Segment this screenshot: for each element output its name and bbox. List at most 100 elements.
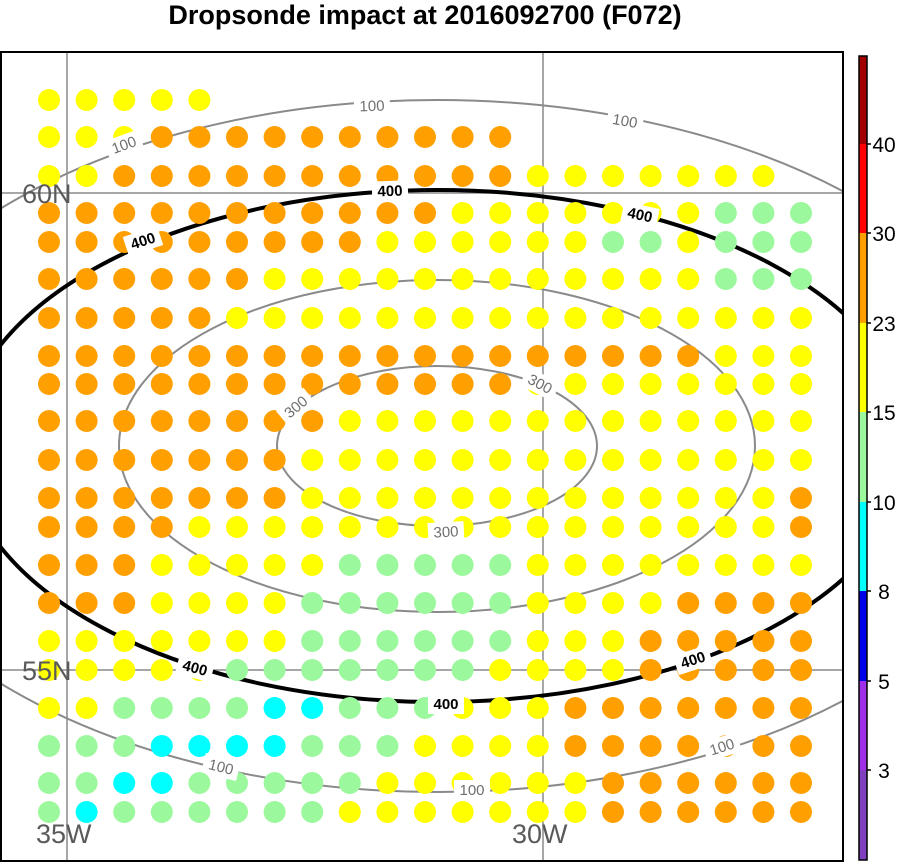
- impact-dot: [526, 345, 549, 367]
- impact-dot: [301, 592, 324, 614]
- impact-dot: [602, 735, 624, 757]
- impact-dot: [263, 126, 286, 148]
- impact-dot: [301, 449, 324, 471]
- impact-dot: [38, 697, 60, 719]
- impact-dot: [263, 307, 286, 329]
- impact-dot: [301, 735, 324, 757]
- impact-dot: [564, 772, 587, 794]
- impact-dot: [301, 516, 324, 538]
- impact-dot: [677, 165, 700, 187]
- impact-dot: [75, 516, 98, 538]
- impact-dot: [301, 410, 324, 432]
- impact-dot: [677, 410, 700, 432]
- impact-dot: [526, 268, 549, 290]
- impact-dot: [75, 735, 98, 757]
- map-area: 4004004004004004003003003001001001001001…: [1, 52, 843, 861]
- impact-dot: [526, 801, 549, 823]
- impact-dot: [226, 487, 248, 509]
- impact-dot: [639, 487, 662, 509]
- impact-dot: [75, 345, 98, 367]
- impact-dot: [150, 697, 173, 719]
- impact-dot: [752, 516, 775, 538]
- impact-dot: [639, 630, 662, 652]
- impact-dot: [752, 659, 775, 681]
- impact-dot: [526, 410, 549, 432]
- impact-dot: [38, 735, 60, 757]
- impact-dot: [526, 697, 549, 719]
- impact-dot: [113, 659, 136, 681]
- impact-dot: [150, 268, 173, 290]
- impact-dot: [714, 410, 737, 432]
- impact-dot: [38, 202, 60, 224]
- impact-dot: [188, 449, 211, 471]
- impact-dot: [489, 268, 512, 290]
- contour-label-text: 400: [129, 230, 158, 254]
- impact-dot: [38, 307, 60, 329]
- impact-dot: [790, 268, 812, 290]
- impact-dot: [376, 630, 399, 652]
- impact-dot: [602, 592, 624, 614]
- impact-dot: [451, 659, 474, 681]
- impact-dot: [564, 410, 587, 432]
- impact-dot: [714, 697, 737, 719]
- impact-dot: [564, 268, 587, 290]
- impact-dot: [338, 487, 361, 509]
- impact-dot: [301, 697, 324, 719]
- impact-dot: [188, 554, 211, 576]
- impact-dot: [38, 592, 60, 614]
- impact-dot: [451, 165, 474, 187]
- impact-dot: [226, 801, 248, 823]
- impact-dot: [564, 345, 587, 367]
- impact-dot: [301, 772, 324, 794]
- impact-dot: [376, 697, 399, 719]
- chart-title: Dropsonde impact at 2016092700 (F072): [168, 0, 681, 30]
- impact-dot: [113, 165, 136, 187]
- impact-dot: [263, 735, 286, 757]
- impact-dot: [376, 449, 399, 471]
- impact-dot: [338, 231, 361, 253]
- impact-dot: [150, 630, 173, 652]
- impact-dot: [338, 165, 361, 187]
- colorbar-tick-label: 5: [878, 671, 890, 694]
- impact-dot: [451, 554, 474, 576]
- impact-dot: [188, 89, 211, 111]
- impact-dot: [489, 373, 512, 395]
- impact-dot: [376, 592, 399, 614]
- impact-dot: [38, 126, 60, 148]
- impact-dot: [714, 801, 737, 823]
- impact-dot: [338, 345, 361, 367]
- impact-dot: [564, 516, 587, 538]
- impact-dot: [677, 345, 700, 367]
- colorbar-tick-label: 30: [872, 223, 895, 246]
- impact-dot: [526, 772, 549, 794]
- impact-dot: [188, 345, 211, 367]
- impact-dot: [602, 801, 624, 823]
- impact-dot: [564, 735, 587, 757]
- impact-dot: [602, 630, 624, 652]
- impact-dot: [376, 554, 399, 576]
- impact-dot: [188, 516, 211, 538]
- impact-dot: [752, 449, 775, 471]
- impact-dot: [564, 697, 587, 719]
- impact-dot: [376, 126, 399, 148]
- impact-dot: [639, 592, 662, 614]
- impact-dot: [263, 630, 286, 652]
- impact-dot: [677, 516, 700, 538]
- impact-dot: [263, 592, 286, 614]
- contour-label: 400: [175, 653, 215, 683]
- impact-dot: [414, 487, 436, 509]
- impact-dot: [38, 801, 60, 823]
- impact-dot: [526, 307, 549, 329]
- contour-label-text: 400: [433, 696, 458, 713]
- impact-dot: [226, 268, 248, 290]
- impact-dot: [188, 487, 211, 509]
- impact-dot: [752, 202, 775, 224]
- impact-dot: [301, 307, 324, 329]
- impact-dot: [714, 772, 737, 794]
- colorbar-segment: [859, 412, 867, 502]
- impact-dot: [188, 373, 211, 395]
- impact-dot: [301, 345, 324, 367]
- contour-400: [1, 99, 843, 793]
- impact-dot: [188, 592, 211, 614]
- colorbar-tick-label: 15: [872, 402, 895, 425]
